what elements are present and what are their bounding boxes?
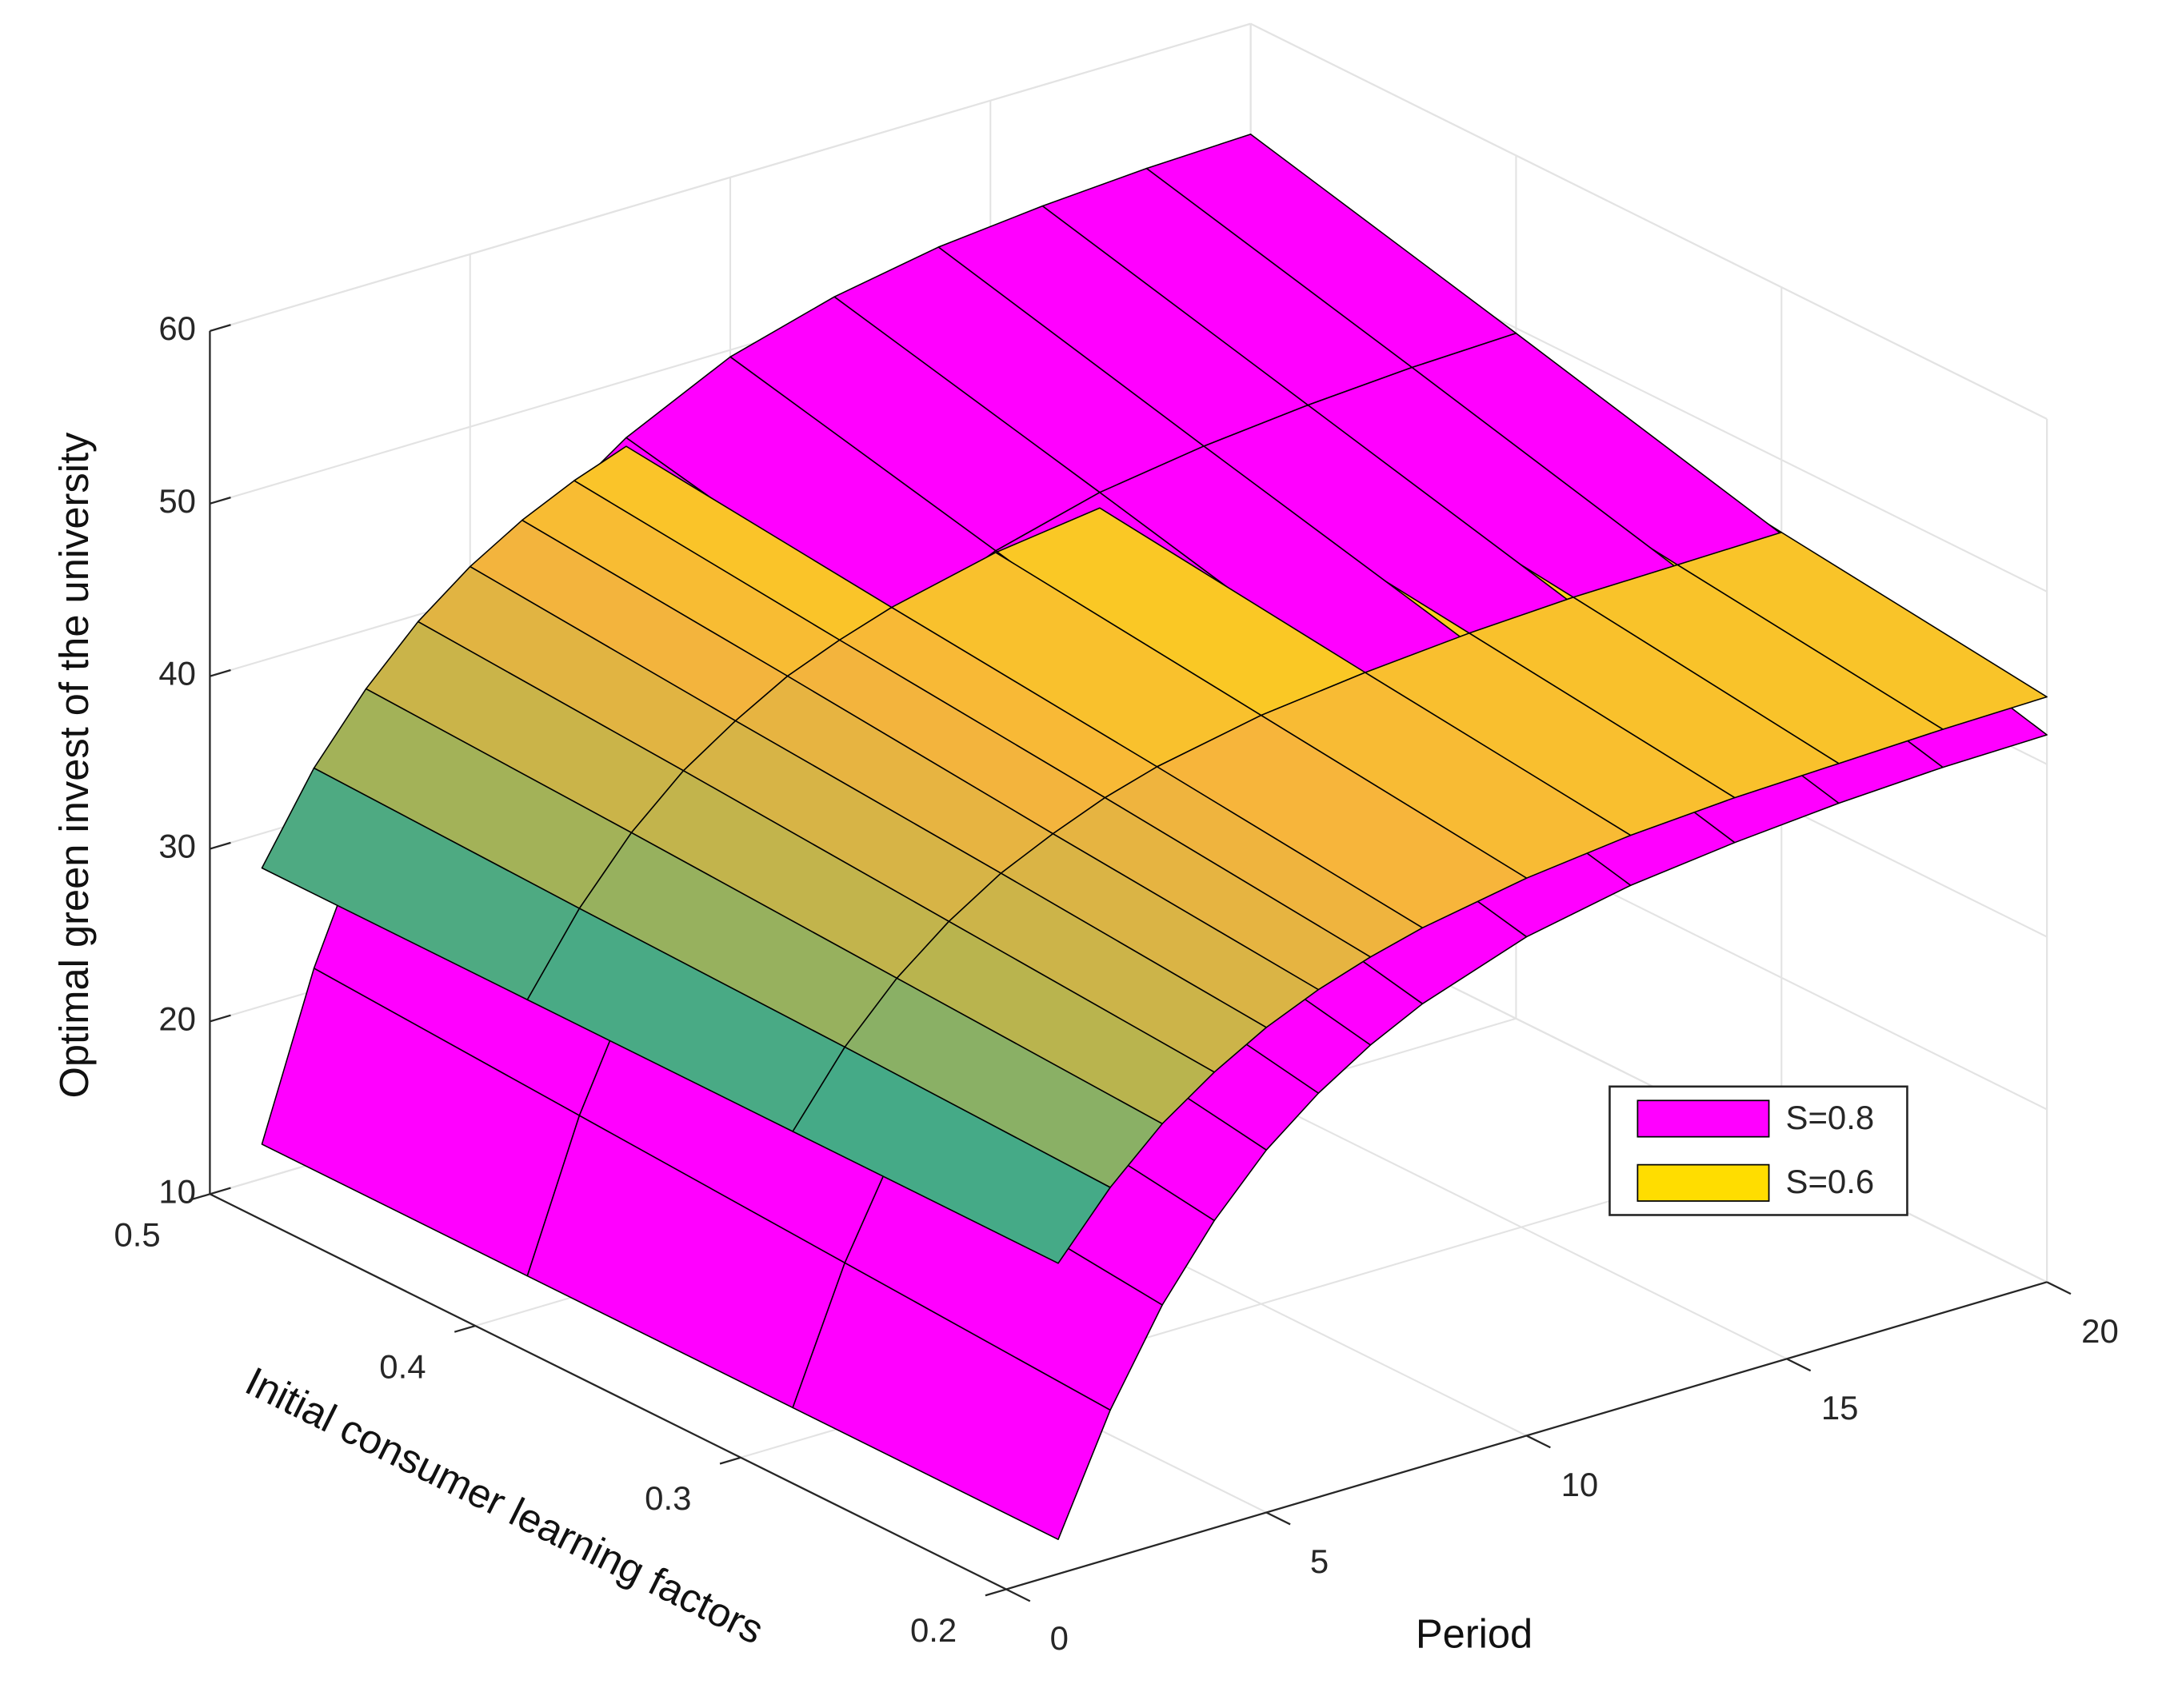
z-tick-label: 50 — [158, 482, 196, 520]
z-tick-label: 60 — [158, 309, 196, 347]
axes: 0 5 10 15 20 0.2 0.3 0.4 0.5 10 20 30 40 50 60 — [114, 309, 2118, 1657]
x-tick-label: 10 — [1561, 1466, 1599, 1503]
z-tick — [210, 668, 231, 677]
legend-swatch — [1636, 1163, 1770, 1202]
grid-line — [1250, 22, 2048, 420]
x-tick-label: 0 — [1050, 1619, 1069, 1657]
y-tick-label: 0.2 — [910, 1611, 957, 1649]
x-tick — [2046, 1281, 2072, 1295]
y-axis — [209, 1193, 1007, 1590]
legend-label: S=0.6 — [1786, 1163, 1875, 1200]
z-tick — [210, 841, 231, 850]
surface-face — [792, 1046, 1111, 1264]
z-tick — [210, 497, 231, 505]
x-tick-label: 20 — [2081, 1312, 2119, 1350]
z-axis-label: Optimal green invest of the university — [51, 432, 97, 1099]
legend-label: S=0.8 — [1786, 1099, 1875, 1136]
z-tick — [210, 1187, 231, 1195]
x-tick-label: 5 — [1310, 1542, 1329, 1580]
z-tick-label: 20 — [158, 1000, 196, 1037]
surface-face — [792, 1262, 1111, 1540]
x-tick — [1265, 1511, 1291, 1526]
z-tick-label: 30 — [158, 828, 196, 865]
z-tick-label: 10 — [158, 1172, 196, 1210]
z-tick-label: 40 — [158, 655, 196, 692]
x-tick — [1005, 1588, 1031, 1602]
grid-line — [210, 22, 1251, 332]
y-tick-label: 0.4 — [379, 1347, 426, 1385]
x-tick — [1526, 1435, 1551, 1449]
y-tick-label: 0.3 — [645, 1479, 691, 1517]
x-tick — [1786, 1358, 1812, 1372]
x-tick-label: 15 — [1821, 1389, 1859, 1427]
y-tick — [719, 1456, 741, 1465]
x-axis-label: Period — [1416, 1610, 1533, 1656]
legend-swatch — [1636, 1099, 1770, 1138]
z-tick — [210, 1014, 231, 1023]
y-tick — [189, 1193, 210, 1202]
x-axis — [1005, 1281, 2048, 1590]
y-tick — [985, 1588, 1007, 1597]
y-tick-label: 0.5 — [114, 1215, 160, 1253]
z-tick — [210, 324, 231, 333]
y-tick — [454, 1324, 476, 1333]
surfaces — [261, 134, 2048, 1540]
legend: S=0.8 S=0.6 — [1609, 1085, 1908, 1216]
